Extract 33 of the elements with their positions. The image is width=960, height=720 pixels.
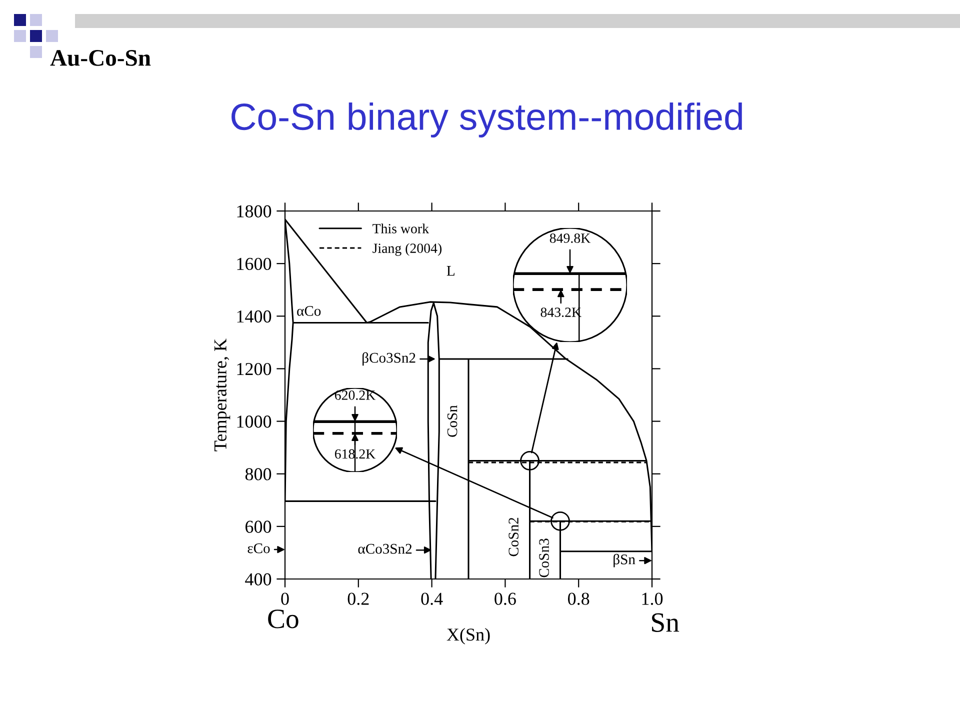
annotation: αCo xyxy=(297,306,321,316)
y-tick-label: 1000 xyxy=(237,416,272,428)
annotation: αCo3Sn2 xyxy=(358,544,412,554)
text: εCo xyxy=(248,543,270,554)
annotation: L xyxy=(446,266,454,276)
legend-label: This work xyxy=(372,224,430,234)
y-tick-label: 1400 xyxy=(237,310,272,323)
y-tick-label: 1800 xyxy=(237,205,272,218)
x-tick-label: 0.6 xyxy=(494,592,516,605)
y-tick-label: 800 xyxy=(245,468,272,480)
y-axis-title: Temperature, K xyxy=(214,338,230,452)
x-tick-label: 0 xyxy=(281,592,289,605)
chart-title: Co-Sn binary system--modified xyxy=(232,102,742,138)
text: Sn xyxy=(652,613,680,632)
annotation: βSn xyxy=(614,554,636,568)
x-tick-label: 1.0 xyxy=(642,592,663,605)
y-tick-label: 400 xyxy=(245,573,272,586)
text: Co xyxy=(268,610,298,628)
annotation: 849.8K xyxy=(550,234,590,243)
annotation: CoSn xyxy=(447,405,458,437)
x-tick-label: 0.2 xyxy=(348,592,369,605)
annotation: CoSn3 xyxy=(539,538,549,578)
chart-subtitle: Au-Co-Sn xyxy=(50,50,151,66)
y-tick-label: 600 xyxy=(246,520,272,533)
y-tick-label: 1600 xyxy=(237,258,272,270)
legend-label: Jiang (2004) xyxy=(372,243,442,256)
annotation: CoSn2 xyxy=(508,518,518,556)
y-tick-label: 1200 xyxy=(237,362,272,376)
x-tick-label: 0.8 xyxy=(568,592,590,605)
x-tick-label: 0.4 xyxy=(421,592,443,605)
annotation: 620.2K xyxy=(334,390,376,400)
annotation: βCo3Sn2 xyxy=(362,352,416,366)
x-axis-title: X(Sn) xyxy=(446,628,490,644)
